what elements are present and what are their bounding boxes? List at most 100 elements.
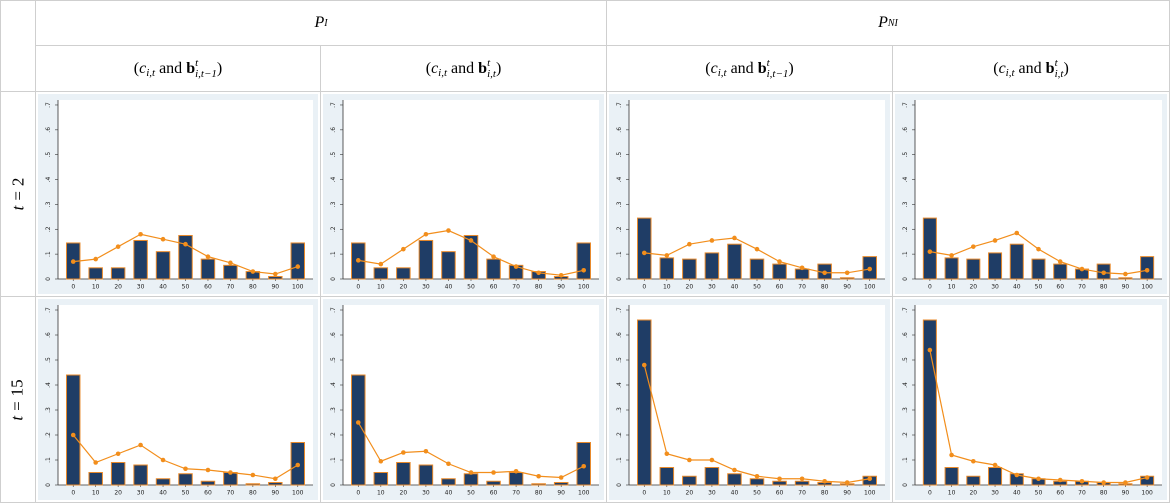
paren: ) [495,59,502,77]
symbol-b: b [186,59,196,77]
line-marker [93,256,98,262]
line-marker [949,253,954,258]
sub-text: i,t [146,67,156,79]
x-tick-label: 70 [227,284,235,291]
bar [1053,263,1068,280]
line-marker [927,249,933,254]
chart-cell: 0 .1 .2 .3 .4 .5 .6 .7 0 10 20 30 40 50 60 70 80 90 100 [893,92,1170,297]
bar [727,473,742,486]
line-marker [183,466,188,472]
bar [396,462,411,486]
line-marker [160,457,166,463]
symbol-c: c [710,59,718,77]
x-tick-label: 80 [821,284,829,291]
line-marker [732,235,737,241]
line-marker [1144,267,1150,273]
line-marker [664,253,670,258]
x-tick-label: 100 [292,284,304,291]
line-marker [250,472,256,478]
x-tick-label: 80 [1100,284,1108,291]
x-tick-label: 30 [422,284,430,291]
bar [576,242,591,280]
x-tick-label: 20 [400,490,408,497]
paren: ) [216,59,223,77]
y-tick-label: .6 [616,127,623,133]
line-marker [1057,259,1063,264]
line-marker [1123,480,1128,485]
x-tick-label: 20 [969,284,977,291]
bar [794,480,810,486]
x-tick-label: 40 [1013,490,1021,497]
x-tick-label: 80 [249,490,257,497]
y-tick-label: .2 [45,432,52,438]
y-tick-label: .5 [616,357,623,363]
line-marker [822,270,827,276]
symbol-b: b [478,59,488,77]
y-tick-label: 0 [616,277,623,281]
line-marker [1036,476,1041,482]
bar [659,467,675,486]
x-tick-label: 10 [948,284,956,291]
y-tick-label: 0 [45,277,52,281]
chart-cell: 0 .1 .2 .3 .4 .5 .6 .7 0 10 20 30 40 50 60 70 80 90 100 [321,92,607,297]
sup-sub: t i,t−1 [767,57,789,80]
line-marker [1101,270,1106,276]
y-tick-label: .6 [330,332,337,338]
bar [418,239,434,280]
line-marker [401,246,406,252]
plot-area [915,305,1162,485]
chart: 0 .1 .2 .3 .4 .5 .6 .7 0 10 20 30 40 50 60 70 80 90 100 [895,94,1167,294]
y-tick-label: .3 [45,407,52,413]
line-marker [491,254,496,259]
line-marker [70,432,76,438]
symbol-b: b [757,59,767,77]
x-tick-label: 60 [1056,490,1064,497]
line-marker [228,470,233,475]
x-tick-label: 30 [708,284,716,291]
bar [1140,256,1155,280]
plot-area [58,305,313,485]
y-tick-label: .3 [902,201,909,207]
chart: 0 .1 .2 .3 .4 .5 .6 .7 0 10 20 30 40 50 60 70 80 90 100 [323,299,604,500]
word-and: and [1018,59,1042,77]
line-marker [992,238,998,243]
group-sub: I [324,17,328,29]
x-tick-label: 30 [991,284,999,291]
x-tick-label: 70 [798,490,806,497]
y-tick-label: .6 [330,127,337,133]
bar [1009,243,1024,280]
chart-cell: 0 .1 .2 .3 .4 .5 .6 .7 0 10 20 30 40 50 60 70 80 90 100 [607,297,893,503]
bar [553,482,569,486]
y-tick-label: .7 [45,307,52,313]
bar [155,251,171,280]
x-tick-label: 60 [776,284,784,291]
bar [966,475,981,486]
bar [373,267,389,280]
paren: ( [425,59,432,77]
chart: 0 .1 .2 .3 .4 .5 .6 .7 0 10 20 30 40 50 60 70 80 90 100 [323,94,604,294]
y-tick-label: .1 [45,251,52,257]
y-tick-label: .2 [616,432,623,438]
x-tick-label: 80 [535,490,543,497]
line-marker [536,473,541,479]
bar [178,473,193,486]
row-var: t [7,205,27,211]
y-tick-label: .5 [330,357,337,363]
x-tick-label: 10 [92,284,100,291]
sup-sub: t i,t [1055,57,1064,80]
bar [637,217,652,280]
y-tick-label: .1 [330,251,337,257]
x-tick-label: 20 [114,284,122,291]
line-marker [70,259,76,264]
x-tick-label: 50 [467,284,475,291]
bar [110,267,126,280]
group-header: P NI [607,0,1170,46]
bar [200,480,216,486]
x-tick-label: 70 [1078,490,1086,497]
line-marker [250,269,256,274]
x-tick-label: 10 [663,490,671,497]
y-tick-label: .4 [45,177,52,183]
bar [441,478,456,486]
y-tick-label: .5 [330,152,337,158]
bar [373,472,389,486]
